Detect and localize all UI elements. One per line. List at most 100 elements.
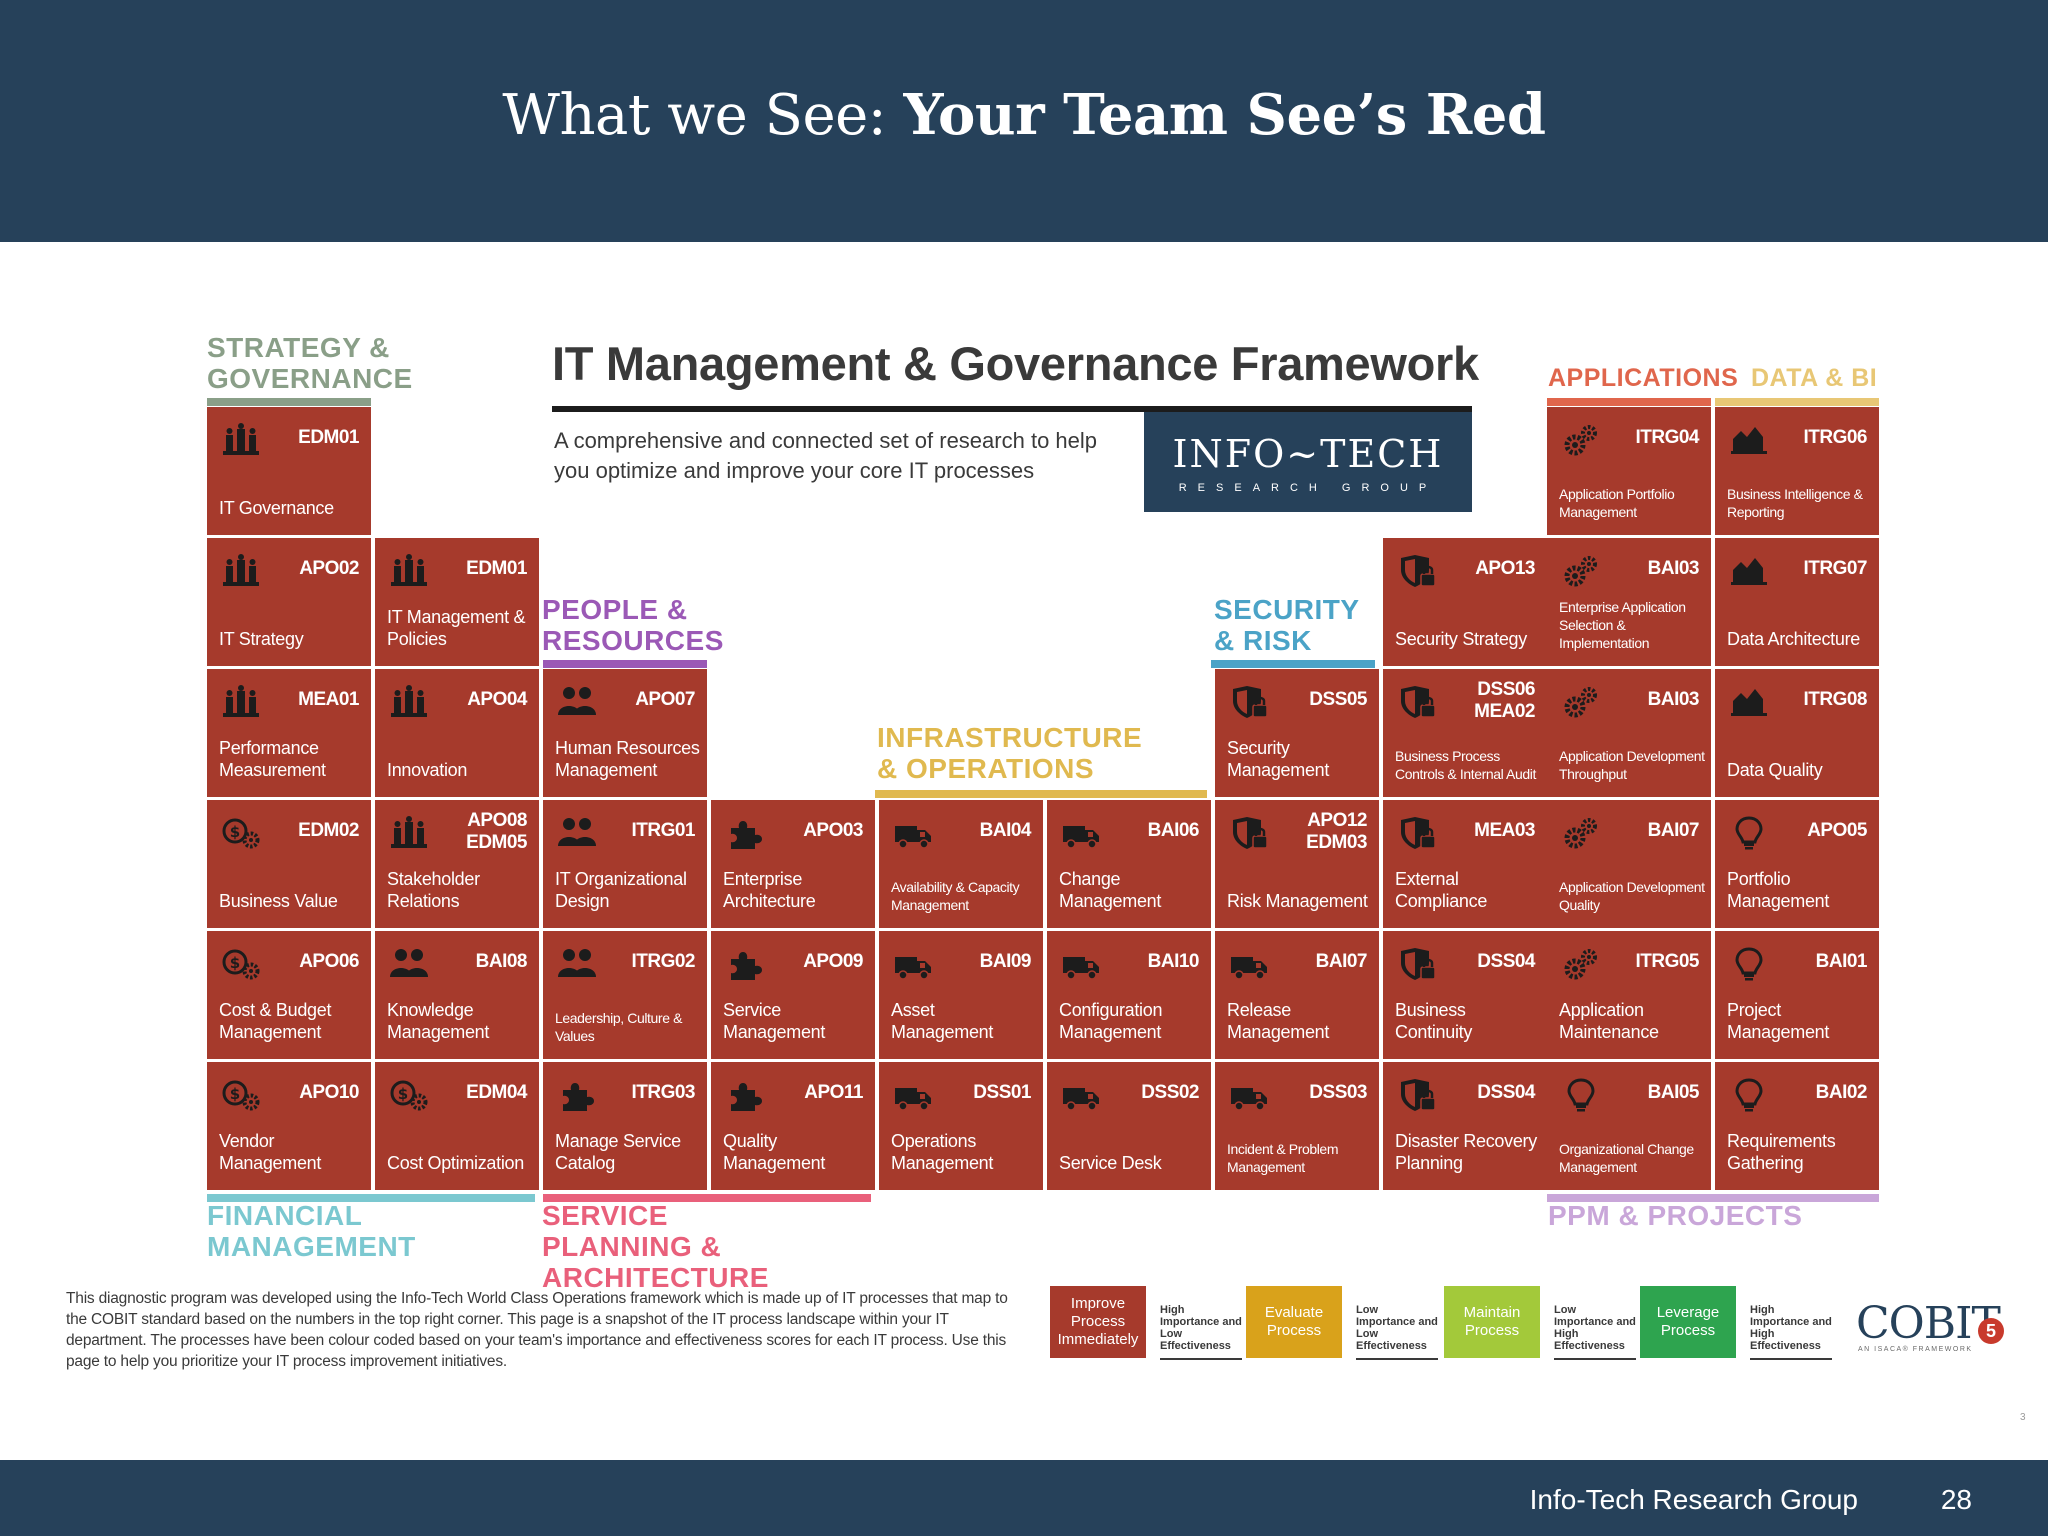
puzzle-icon — [725, 947, 765, 981]
shield-icon — [1397, 685, 1437, 719]
process-name: IT Strategy — [219, 629, 304, 649]
process-code: BAI02 — [1815, 1082, 1868, 1103]
process-tile[interactable]: ITRG05 Application Maintenance — [1547, 931, 1711, 1059]
process-tile[interactable]: DSS04 Business Continuity — [1383, 931, 1547, 1059]
process-tile[interactable]: APO11 Quality Management — [711, 1062, 875, 1190]
process-tile[interactable]: BAI09 Asset Management — [879, 931, 1043, 1059]
process-tile[interactable]: DSS04 Disaster Recovery Planning — [1383, 1062, 1547, 1190]
process-name: Cost & Budget Management — [219, 1000, 332, 1042]
slide-title-prefix: What we See: — [502, 83, 904, 148]
money-icon — [389, 1078, 429, 1112]
footer-organization: Info-Tech Research Group — [1529, 1484, 1858, 1515]
cobit-logo: COBIT — [1856, 1298, 2001, 1349]
process-name: Change Management — [1059, 869, 1162, 911]
process-tile[interactable]: BAI04 Availability & Capacity Management — [879, 800, 1043, 928]
process-tile[interactable]: BAI06 Change Management — [1047, 800, 1211, 928]
process-tile[interactable]: ITRG07 Data Architecture — [1715, 538, 1879, 666]
process-tile[interactable]: ITRG02 Leadership, Culture & Values — [543, 931, 707, 1059]
governance-icon — [221, 685, 261, 719]
footer-page-number: 28 — [1940, 1484, 1972, 1515]
process-tile[interactable]: BAI02 Requirements Gathering — [1715, 1062, 1879, 1190]
shield-icon — [1397, 554, 1437, 588]
bulb-icon — [1729, 947, 1769, 981]
category-bar-financial — [207, 1194, 535, 1202]
process-code: BAI08 — [475, 951, 528, 972]
process-code: BAI10 — [1147, 951, 1200, 972]
framework-title: IT Management & Governance Framework — [552, 337, 1479, 390]
process-code: BAI03 — [1647, 689, 1700, 710]
process-name: Application Development Throughput — [1559, 748, 1705, 782]
process-tile[interactable]: APO06 Cost & Budget Management — [207, 931, 371, 1059]
process-tile[interactable]: APO07 Human Resources Management — [543, 669, 707, 797]
process-tile[interactable]: ITRG03 Manage Service Catalog — [543, 1062, 707, 1190]
governance-icon — [221, 554, 261, 588]
legend-underline — [1750, 1358, 1832, 1360]
process-name: Organizational Change Management — [1559, 1141, 1694, 1175]
logo-wordmark: INFO~TECH — [1172, 432, 1444, 476]
process-name: IT Organizational Design — [555, 869, 687, 911]
process-tile[interactable]: ITRG04 Application Portfolio Management — [1547, 407, 1711, 535]
process-tile[interactable]: BAI01 Project Management — [1715, 931, 1879, 1059]
slide-header: What we See: Your Team See’s Red — [0, 0, 2048, 242]
legend-underline — [1160, 1358, 1242, 1360]
truck-icon — [1229, 1078, 1269, 1112]
process-tile[interactable]: ITRG06 Business Intelligence & Reporting — [1715, 407, 1879, 535]
process-tile[interactable]: DSS03 Incident & Problem Management — [1215, 1062, 1379, 1190]
money-icon — [221, 947, 261, 981]
process-tile[interactable]: BAI08 Knowledge Management — [375, 931, 539, 1059]
process-tile[interactable]: DSS02 Service Desk — [1047, 1062, 1211, 1190]
process-tile[interactable]: BAI03 Application Development Throughput — [1547, 669, 1711, 797]
shield-icon — [1397, 1078, 1437, 1112]
process-code: BAI09 — [979, 951, 1032, 972]
category-ppm-projects: PPM & PROJECTS — [1548, 1200, 1803, 1231]
process-name: Quality Management — [723, 1131, 826, 1173]
process-code: BAI01 — [1815, 951, 1868, 972]
process-tile[interactable]: BAI03 Enterprise Application Selection & … — [1547, 538, 1711, 666]
process-tile[interactable]: ITRG01 IT Organizational Design — [543, 800, 707, 928]
cobit-tagline: AN ISACA® FRAMEWORK — [1858, 1346, 1973, 1353]
process-tile[interactable]: DSS05 Security Management — [1215, 669, 1379, 797]
process-tile[interactable]: APO02 IT Strategy — [207, 538, 371, 666]
process-tile[interactable]: BAI10 Configuration Management — [1047, 931, 1211, 1059]
truck-icon — [1229, 947, 1269, 981]
process-tile[interactable]: BAI07 Release Management — [1215, 931, 1379, 1059]
settings-icon — [1561, 947, 1601, 981]
settings-icon — [1561, 423, 1601, 457]
process-code: APO10 — [299, 1082, 359, 1103]
process-tile[interactable]: APO12 EDM03 Risk Management — [1215, 800, 1379, 928]
process-tile[interactable]: BAI05 Organizational Change Management — [1547, 1062, 1711, 1190]
process-name: Data Architecture — [1727, 629, 1860, 649]
process-tile[interactable]: APO10 Vendor Management — [207, 1062, 371, 1190]
process-name: Data Quality — [1727, 760, 1823, 780]
process-tile[interactable]: APO13 Security Strategy — [1383, 538, 1547, 666]
process-code: APO07 — [635, 689, 695, 710]
process-tile[interactable]: BAI07 Application Development Quality — [1547, 800, 1711, 928]
process-name: Business Value — [219, 891, 338, 911]
process-tile[interactable]: APO09 Service Management — [711, 931, 875, 1059]
process-name: Human Resources Management — [555, 738, 700, 780]
category-data-bi: DATA & BI — [1751, 364, 1878, 392]
process-name: Operations Management — [891, 1131, 994, 1173]
truck-icon — [1061, 816, 1101, 850]
process-tile[interactable]: APO04 Innovation — [375, 669, 539, 797]
process-name: IT Management & Policies — [387, 607, 526, 649]
process-tile[interactable]: DSS06 MEA02 Business Process Controls & In… — [1383, 669, 1547, 797]
process-tile[interactable]: MEA03 External Compliance — [1383, 800, 1547, 928]
slide-footer: Info-Tech Research Group 28 — [0, 1460, 2048, 1536]
process-tile[interactable]: DSS01 Operations Management — [879, 1062, 1043, 1190]
process-tile[interactable]: EDM01 IT Governance — [207, 407, 371, 535]
process-tile[interactable]: APO05 Portfolio Management — [1715, 800, 1879, 928]
money-icon — [221, 816, 261, 850]
process-code: DSS04 — [1477, 1082, 1535, 1103]
process-tile[interactable]: ITRG08 Data Quality — [1715, 669, 1879, 797]
people-icon — [557, 947, 597, 981]
process-tile[interactable]: APO03 Enterprise Architecture — [711, 800, 875, 928]
process-tile[interactable]: EDM04 Cost Optimization — [375, 1062, 539, 1190]
process-tile[interactable]: APO08 EDM05 Stakeholder Relations — [375, 800, 539, 928]
settings-icon — [1561, 554, 1601, 588]
category-bar-applications — [1547, 398, 1711, 406]
process-tile[interactable]: EDM01 IT Management & Policies — [375, 538, 539, 666]
truck-icon — [893, 1078, 933, 1112]
process-tile[interactable]: MEA01 Performance Measurement — [207, 669, 371, 797]
process-tile[interactable]: EDM02 Business Value — [207, 800, 371, 928]
